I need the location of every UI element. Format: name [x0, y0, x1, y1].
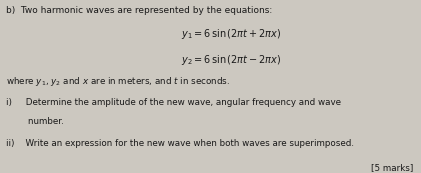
Text: $y_1 = 6\,\mathrm{sin}\,(2\pi t + 2\pi x)$: $y_1 = 6\,\mathrm{sin}\,(2\pi t + 2\pi x… [181, 27, 282, 41]
Text: i)     Determine the amplitude of the new wave, angular frequency and wave: i) Determine the amplitude of the new wa… [6, 98, 341, 107]
Text: where $y_1$, $y_2$ and $x$ are in meters, and $t$ in seconds.: where $y_1$, $y_2$ and $x$ are in meters… [6, 75, 230, 88]
Text: $y_2 = 6\,\mathrm{sin}\,(2\pi t - 2\pi x)$: $y_2 = 6\,\mathrm{sin}\,(2\pi t - 2\pi x… [181, 53, 282, 67]
Text: b)  Two harmonic waves are represented by the equations:: b) Two harmonic waves are represented by… [6, 6, 272, 15]
Text: ii)    Write an expression for the new wave when both waves are superimposed.: ii) Write an expression for the new wave… [6, 139, 354, 148]
Text: number.: number. [6, 117, 64, 126]
Text: [5 marks]: [5 marks] [371, 163, 413, 172]
